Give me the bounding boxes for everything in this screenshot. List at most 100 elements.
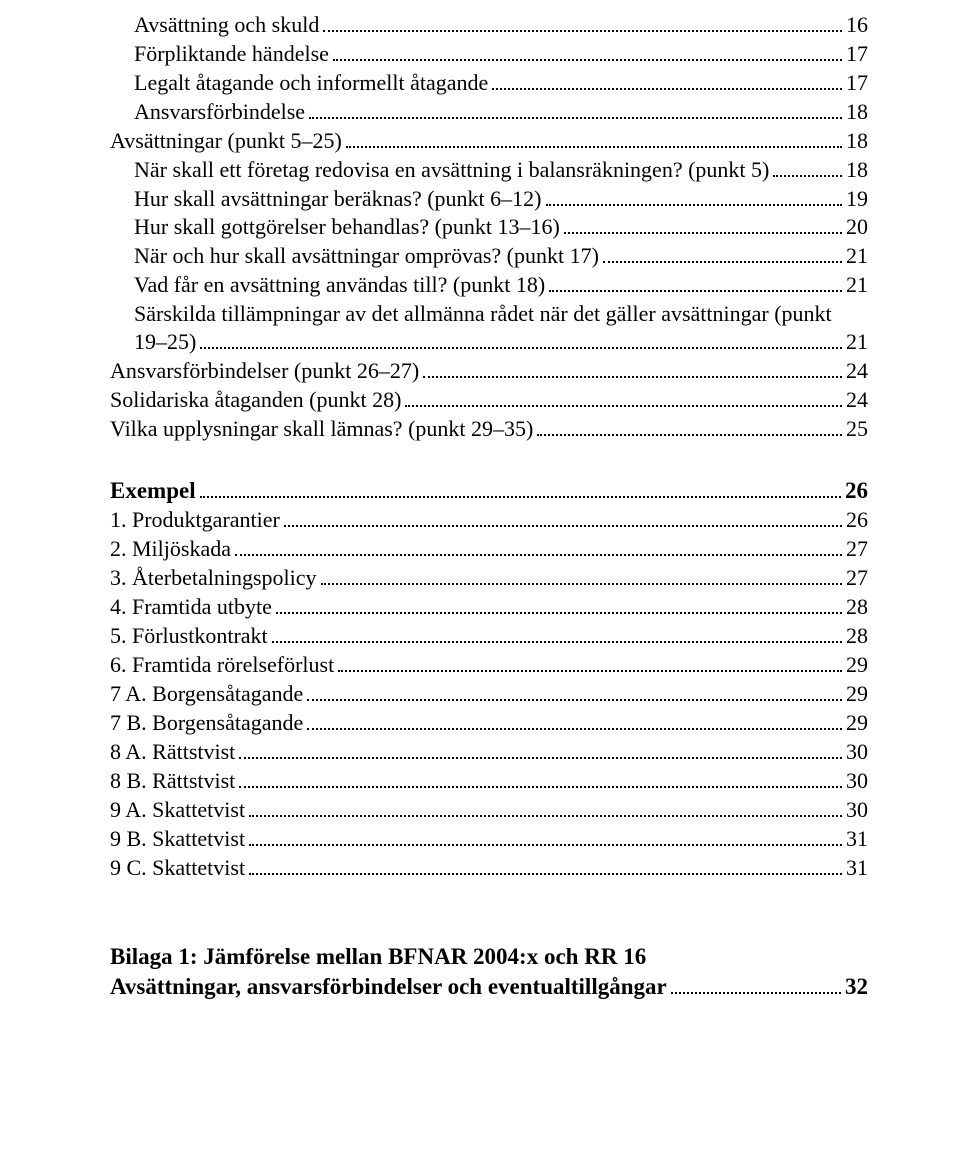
toc-title: Vad får en avsättning användas till? (pu… (134, 271, 545, 299)
toc-entry: Hur skall avsättningar beräknas? (punkt … (110, 184, 868, 213)
toc-leader (323, 10, 842, 32)
toc-pagenum: 20 (846, 213, 868, 241)
toc-title: 8 A. Rättstvist (110, 738, 235, 766)
toc-pagenum: 31 (846, 825, 868, 853)
toc-title: 6. Framtida rörelseförlust (110, 651, 334, 679)
spacer (110, 882, 868, 942)
toc-title-line1: Bilaga 1: Jämförelse mellan BFNAR 2004:x… (110, 942, 868, 971)
toc-title-line1: Särskilda tillämpningar av det allmänna … (134, 300, 868, 328)
toc-title: Exempel (110, 476, 196, 505)
toc-title: När skall ett företag redovisa en avsätt… (134, 156, 769, 184)
toc-leader (338, 650, 842, 672)
toc-pagenum: 21 (846, 271, 868, 299)
toc-leader (773, 155, 842, 177)
toc-title: Legalt åtagande och informellt åtagande (134, 69, 488, 97)
toc-entry: 4. Framtida utbyte 28 (110, 592, 868, 621)
toc-pagenum: 17 (846, 69, 868, 97)
toc-pagenum: 30 (846, 796, 868, 824)
toc-group-3: 1. Produktgarantier 26 2. Miljöskada 27 … (110, 506, 868, 882)
toc-group-1: Avsättning och skuld 16 Förpliktande hän… (110, 10, 868, 444)
toc-leader (284, 506, 842, 528)
toc-entry: När och hur skall avsättningar omprövas?… (110, 242, 868, 271)
toc-entry: 8 A. Rättstvist 30 (110, 737, 868, 766)
toc-leader (549, 271, 842, 293)
toc-leader (239, 737, 842, 759)
toc-entry: Legalt åtagande och informellt åtagande … (110, 68, 868, 97)
toc-leader (249, 853, 842, 875)
toc-leader (200, 476, 841, 499)
toc-pagenum: 16 (846, 11, 868, 39)
toc-pagenum: 25 (846, 415, 868, 443)
toc-pagenum: 19 (846, 185, 868, 213)
toc-title: 9 A. Skattetvist (110, 796, 245, 824)
toc-title: Hur skall gottgörelser behandlas? (punkt… (134, 213, 560, 241)
toc-pagenum: 27 (846, 564, 868, 592)
toc-title: Ansvarsförbindelse (134, 98, 305, 126)
toc-leader (405, 386, 842, 408)
toc-title: 9 B. Skattetvist (110, 825, 245, 853)
toc-leader (249, 795, 842, 817)
toc-leader (276, 592, 842, 614)
toc-leader (249, 824, 842, 846)
toc-section-exempel: Exempel 26 (110, 476, 868, 506)
toc-pagenum: 31 (846, 854, 868, 882)
toc-title: 3. Återbetalningspolicy (110, 564, 317, 592)
toc-title: Vilka upplysningar skall lämnas? (punkt … (110, 415, 533, 443)
toc-leader (546, 184, 843, 206)
toc-title: Avsättningar (punkt 5–25) (110, 127, 342, 155)
toc-pagenum: 29 (846, 651, 868, 679)
toc-entry: 9 B. Skattetvist 31 (110, 824, 868, 853)
toc-title: Förpliktande händelse (134, 40, 329, 68)
toc-entry: 1. Produktgarantier 26 (110, 506, 868, 535)
toc-leader (564, 213, 842, 235)
toc-entry: 2. Miljöskada 27 (110, 535, 868, 564)
toc-pagenum: 28 (846, 622, 868, 650)
spacer (110, 444, 868, 476)
toc-entry: Avsättningar (punkt 5–25) 18 (110, 126, 868, 155)
toc-pagenum: 17 (846, 40, 868, 68)
toc-pagenum: 26 (846, 506, 868, 534)
toc-entry: 9 C. Skattetvist 31 (110, 853, 868, 882)
toc-pagenum: 30 (846, 738, 868, 766)
toc-leader (423, 357, 842, 379)
toc-entry: Solidariska åtaganden (punkt 28) 24 (110, 386, 868, 415)
toc-title: 1. Produktgarantier (110, 506, 280, 534)
toc-pagenum: 30 (846, 767, 868, 795)
toc-leader (235, 535, 842, 557)
toc-entry: När skall ett företag redovisa en avsätt… (110, 155, 868, 184)
toc-leader (307, 679, 842, 701)
toc-leader (346, 126, 842, 148)
toc-title: Avsättning och skuld (134, 11, 319, 39)
toc-pagenum: 24 (846, 386, 868, 414)
toc-pagenum: 24 (846, 357, 868, 385)
toc-title: 9 C. Skattetvist (110, 854, 245, 882)
toc-entry-multiline: Särskilda tillämpningar av det allmänna … (110, 300, 868, 357)
toc-entry: Ansvarsförbindelser (punkt 26–27) 24 (110, 357, 868, 386)
toc-title-line2: 19–25) (134, 328, 196, 356)
toc-pagenum: 21 (846, 242, 868, 270)
toc-leader (671, 971, 841, 994)
toc-pagenum: 29 (846, 709, 868, 737)
toc-leader (321, 564, 842, 586)
toc-entry: 8 B. Rättstvist 30 (110, 766, 868, 795)
toc-title-line2: Avsättningar, ansvarsförbindelser och ev… (110, 972, 667, 1001)
toc-title: 5. Förlustkontrakt (110, 622, 268, 650)
toc-pagenum: 18 (846, 127, 868, 155)
toc-title: 2. Miljöskada (110, 535, 231, 563)
toc-pagenum: 28 (846, 593, 868, 621)
toc-entry: Ansvarsförbindelse 18 (110, 97, 868, 126)
toc-entry: Förpliktande händelse 17 (110, 39, 868, 68)
toc-leader (603, 242, 842, 264)
toc-leader (309, 97, 842, 119)
toc-pagenum: 18 (846, 156, 868, 184)
toc-title: 7 B. Borgensåtagande (110, 709, 303, 737)
toc-leader (200, 328, 842, 350)
toc-title: 4. Framtida utbyte (110, 593, 272, 621)
toc-pagenum: 32 (845, 972, 868, 1001)
toc-leader (272, 621, 842, 643)
toc-entry: Vilka upplysningar skall lämnas? (punkt … (110, 415, 868, 444)
toc-pagenum: 29 (846, 680, 868, 708)
toc-leader (239, 766, 842, 788)
toc-pagenum: 18 (846, 98, 868, 126)
toc-leader (307, 708, 842, 730)
